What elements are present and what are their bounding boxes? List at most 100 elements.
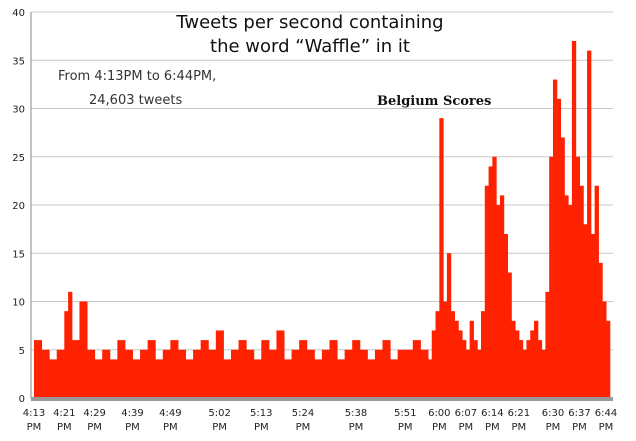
bar [49,359,58,398]
bar [64,311,69,398]
bar [530,330,535,398]
x-tick-label-time: 5:02 [208,408,230,419]
bar [534,320,539,398]
x-tick-label-time: 6:30 [542,408,564,419]
bar [503,233,509,398]
bar [484,185,490,398]
bar [427,359,433,398]
bar [594,185,599,398]
bar [564,195,569,398]
bar [208,349,217,398]
bar [499,195,505,398]
bar [299,340,308,398]
bar [397,349,406,398]
bar [552,79,558,399]
x-tick-label-ampm: PM [163,422,178,433]
bar [344,349,353,398]
bar [443,301,448,398]
bar [587,50,592,398]
bar [253,359,262,398]
bar [420,349,429,398]
bar [109,359,118,398]
y-tick-labels: 0 5 10 15 20 25 30 35 40 [12,8,25,405]
bar [268,349,277,398]
bar [515,330,520,398]
bar [329,340,338,398]
bar [412,340,421,398]
bar [102,349,111,398]
bar [223,359,232,398]
bar [155,359,164,398]
bar [170,340,179,398]
y-tick-label: 15 [12,249,25,260]
y-tick-label: 40 [12,8,25,19]
bar [549,156,554,398]
bar [431,330,437,398]
x-tick-label-time: 5:38 [345,408,367,419]
y-tick-label: 10 [12,298,25,309]
data-series [34,40,611,399]
bar [579,185,584,398]
bar [314,359,323,398]
bar [522,349,527,398]
belgium-scores-annotation: Belgium Scores [377,94,491,109]
bar [374,349,384,398]
bar [87,349,96,398]
x-tick-label-ampm: PM [349,422,364,433]
bar [518,340,524,398]
subtitle-line-1: From 4:13PM to 6:44PM, [58,69,216,84]
x-tick-label-ampm: PM [57,422,72,433]
x-tick-label-time: 6:07 [455,408,477,419]
y-tick-label: 25 [12,153,25,164]
bar [238,340,247,398]
bar [537,340,543,398]
x-tick-label-ampm: PM [512,422,527,433]
bar [477,349,482,398]
bar [321,349,330,398]
bar [352,340,361,398]
bar [507,272,512,398]
x-tick-label-time: 5:24 [292,408,314,419]
bar [439,118,444,399]
bar [246,349,255,398]
x-axis-line [31,397,613,401]
bar [405,349,414,398]
x-tick-label-time: 4:21 [53,408,75,419]
bar [590,233,596,398]
bar [261,340,270,398]
chart-title-line-1: Tweets per second containing [175,12,443,33]
x-tick-label-ampm: PM [572,422,587,433]
bar [541,349,546,398]
bar [454,320,459,398]
bar [575,156,580,398]
bar [117,340,126,398]
bar [488,166,493,398]
bar [34,340,43,398]
y-tick-label: 0 [19,394,25,405]
bar [450,311,455,398]
x-tick-label-time: 4:29 [83,408,105,419]
bar [556,98,562,398]
x-tick-label-time: 5:51 [394,408,416,419]
x-tick-labels: 4:13 PM 4:21 PM 4:29 PM 4:39 PM 4:49 PM 5:02 PM 5:13… [23,408,617,433]
bar [230,349,240,398]
bar [132,359,141,398]
bar [473,340,478,398]
y-tick-label: 30 [12,105,25,116]
bar [185,359,194,398]
x-tick-label-time: 6:44 [595,408,617,419]
subtitle-line-2: 24,603 tweets [89,93,182,108]
bar [465,349,471,398]
bar [568,205,573,398]
x-tick-label-ampm: PM [398,422,413,433]
bar [469,320,474,398]
bar [458,330,463,398]
bar [162,349,171,398]
bar [480,311,486,398]
x-tick-label-ampm: PM [254,422,269,433]
bar [215,330,224,398]
x-tick-label-time: 4:49 [159,408,181,419]
bar [193,349,202,398]
bar [545,291,550,398]
bar [571,40,577,398]
